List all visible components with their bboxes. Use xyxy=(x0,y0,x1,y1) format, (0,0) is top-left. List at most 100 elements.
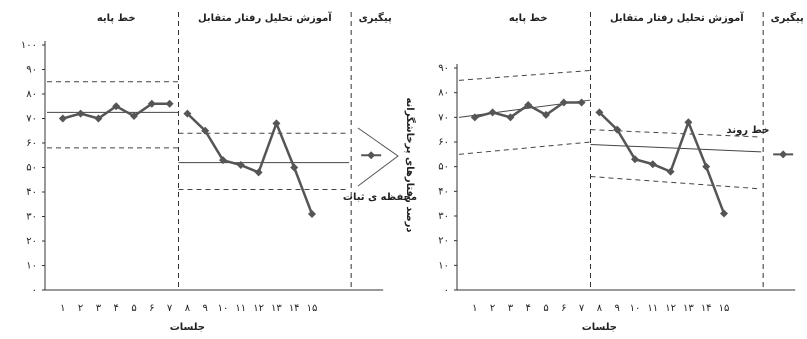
y-tick-label: ۹۰ xyxy=(26,65,37,76)
followup-point xyxy=(779,150,788,159)
data-point xyxy=(201,126,210,135)
phase-label: آموزش تحلیل رفتار متقابل xyxy=(610,11,744,24)
x-tick-label: ۶ xyxy=(149,303,154,314)
y-axis-label: درصد رفتارهای پرخاشگرانه xyxy=(404,97,417,232)
x-tick-label: ۱۰ xyxy=(218,303,229,314)
x-tick-label: ۴ xyxy=(526,303,531,314)
data-point xyxy=(147,99,156,108)
x-tick-label: ۳ xyxy=(508,303,514,314)
data-point xyxy=(254,168,263,177)
x-tick-label: ۶ xyxy=(561,303,566,314)
data-point xyxy=(648,160,657,169)
x-tick-label: ۲ xyxy=(78,303,83,314)
data-point xyxy=(684,118,693,127)
y-tick-label: ۷۰ xyxy=(438,112,449,123)
x-tick-label: ۸ xyxy=(597,303,603,314)
y-tick-label: ۰ xyxy=(444,285,449,296)
y-tick-label: ۳۰ xyxy=(26,212,37,223)
phase-label: خط پایه xyxy=(509,13,548,24)
y-tick-label: ۱۰ xyxy=(438,260,449,271)
trend-line xyxy=(590,143,762,153)
x-tick-label: ۱۴ xyxy=(701,303,712,314)
data-point xyxy=(470,113,479,122)
data-point xyxy=(577,98,586,107)
x-tick-label: ۷ xyxy=(167,303,173,314)
y-tick-label: ۵۰ xyxy=(438,162,449,173)
data-point xyxy=(76,109,85,118)
x-tick-label: ۱۱ xyxy=(647,303,658,314)
x-tick-label: ۱۳ xyxy=(271,303,282,314)
data-line xyxy=(186,112,314,215)
x-axis-label: جلسات xyxy=(170,322,205,333)
envelope-line xyxy=(458,141,591,155)
phase-label: پیگیری xyxy=(359,11,392,24)
x-tick-label: ۲ xyxy=(490,303,495,314)
x-tick-label: ۸ xyxy=(185,303,191,314)
x-tick-label: ۹ xyxy=(203,303,208,314)
data-point xyxy=(613,125,622,134)
y-tick-label: ۷۰ xyxy=(26,114,37,125)
phase-label: پیگیری xyxy=(771,11,804,24)
data-point xyxy=(631,155,639,164)
y-tick-label: ۲۰ xyxy=(26,236,37,247)
y-tick-label: ۲۰ xyxy=(438,236,449,247)
x-tick-label: ۱۴ xyxy=(289,303,300,314)
x-tick-label: ۷ xyxy=(579,303,585,314)
y-tick-label: ۰ xyxy=(32,285,37,296)
followup-point xyxy=(367,151,376,160)
x-tick-label: ۱۵ xyxy=(307,303,318,314)
phase-label: آموزش تحلیل رفتار متقابل xyxy=(198,11,332,24)
data-point xyxy=(236,161,245,170)
data-point xyxy=(308,210,316,219)
x-tick-label: ۵ xyxy=(131,303,136,314)
data-point xyxy=(58,114,67,123)
y-tick-label: ۴۰ xyxy=(26,187,37,198)
x-tick-label: ۱۰ xyxy=(630,303,641,314)
data-point xyxy=(272,119,281,128)
x-tick-label: ۴ xyxy=(114,303,119,314)
data-line xyxy=(598,111,726,214)
envelope-line xyxy=(458,69,591,81)
x-tick-label: ۱۲ xyxy=(253,303,264,314)
data-point xyxy=(488,108,497,117)
data-point xyxy=(559,98,568,107)
chevron-arrow xyxy=(357,127,399,187)
y-tick-label: ۱۰ xyxy=(26,261,37,272)
x-tick-label: ۱۱ xyxy=(235,303,246,314)
envelope-line xyxy=(590,176,762,190)
y-tick-label: ۱۰۰ xyxy=(21,40,37,51)
phase-label: خط پایه xyxy=(97,13,136,24)
data-point xyxy=(506,113,515,122)
data-point xyxy=(595,108,604,117)
data-point xyxy=(219,156,227,165)
x-tick-label: ۱ xyxy=(60,303,65,314)
y-tick-label: ۳۰ xyxy=(438,211,449,222)
x-tick-label: ۳ xyxy=(96,303,102,314)
x-tick-label: ۵ xyxy=(543,303,548,314)
x-tick-label: ۱۲ xyxy=(665,303,676,314)
x-tick-label: ۱۳ xyxy=(683,303,694,314)
y-tick-label: ۹۰ xyxy=(438,63,449,74)
data-point xyxy=(165,99,174,108)
y-tick-label: ۶۰ xyxy=(438,137,449,148)
data-point xyxy=(524,101,533,109)
data-point xyxy=(720,209,728,218)
y-tick-label: ۸۰ xyxy=(438,88,449,99)
x-axis-label: جلسات xyxy=(582,322,617,333)
y-tick-label: ۵۰ xyxy=(26,163,37,174)
x-tick-label: ۱۵ xyxy=(719,303,730,314)
data-point xyxy=(666,167,675,176)
x-tick-label: ۹ xyxy=(615,303,620,314)
annotation: محفظه ی ثبات xyxy=(343,192,417,203)
data-point xyxy=(290,163,299,172)
annotation: خط روند xyxy=(727,125,770,136)
data-point xyxy=(183,109,192,118)
data-point xyxy=(94,114,103,123)
y-tick-label: ۴۰ xyxy=(438,186,449,197)
y-tick-label: ۸۰ xyxy=(26,89,37,100)
x-tick-label: ۱ xyxy=(472,303,477,314)
data-point xyxy=(112,102,121,111)
data-point xyxy=(130,112,138,121)
data-point xyxy=(542,110,550,119)
